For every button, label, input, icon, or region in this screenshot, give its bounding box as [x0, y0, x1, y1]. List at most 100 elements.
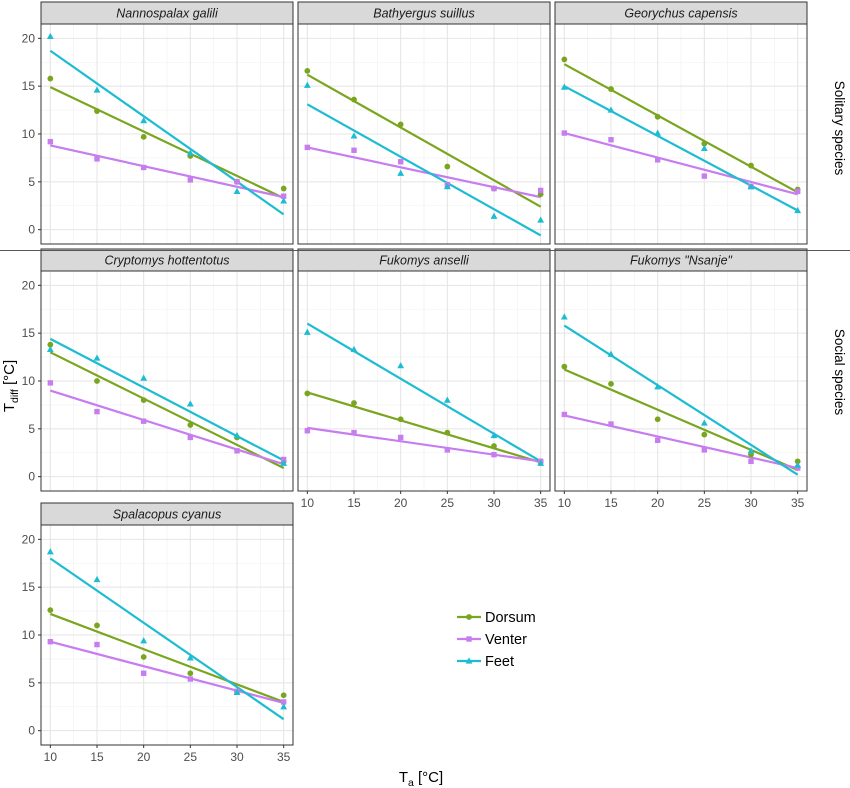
x-tick-label: 35: [277, 750, 291, 764]
fit-line-venter: [50, 389, 284, 466]
fit-line-dorsum: [307, 391, 541, 464]
point-feet: [303, 328, 311, 335]
point-venter: [140, 164, 147, 171]
point-venter: [561, 411, 568, 418]
fit-line-feet: [563, 85, 799, 212]
x-tick-label: 10: [558, 496, 572, 510]
point-feet: [140, 637, 148, 644]
y-axis-title: Tdiff [°C]: [1, 360, 21, 412]
panel-georychus-capensis: Georychus capensis: [554, 1, 808, 245]
legend: Dorsum Venter Feet: [457, 610, 536, 670]
fit-line-dorsum: [306, 73, 542, 208]
point-venter: [280, 193, 287, 199]
x-tick-label: 25: [698, 496, 712, 510]
point-feet: [443, 183, 451, 190]
panel-title: Nannospalax galili: [116, 7, 219, 21]
point-feet: [140, 374, 148, 381]
point-dorsum: [608, 380, 614, 387]
point-venter: [654, 437, 661, 444]
point-dorsum: [47, 607, 54, 614]
y-tick-label: 5: [28, 422, 35, 436]
point-feet: [186, 149, 194, 156]
fit-line-feet: [563, 324, 799, 476]
point-dorsum: [397, 416, 404, 423]
point-feet: [280, 197, 288, 204]
point-feet: [490, 212, 498, 219]
legend-label: Feet: [485, 654, 514, 670]
panel-border: [297, 23, 551, 245]
fit-line-dorsum: [563, 63, 799, 194]
point-dorsum: [94, 622, 100, 629]
point-feet: [560, 313, 568, 320]
panel-fukomys-anselli: Fukomys anselli 10 15 20 25 30 35: [297, 248, 551, 510]
panel-title: Georychus capensis: [624, 7, 737, 21]
y-tick-label: 15: [22, 580, 36, 594]
x-axis-title: Ta [°C]: [399, 769, 443, 788]
point-venter: [397, 434, 404, 441]
point-dorsum: [561, 363, 568, 370]
panel-title: Bathyergus suillus: [373, 7, 474, 21]
x-tick-label: 20: [651, 496, 665, 510]
point-feet: [397, 362, 405, 369]
point-dorsum: [140, 397, 147, 404]
legend-item-venter: Venter: [457, 632, 527, 648]
point-venter: [351, 429, 357, 436]
point-venter: [187, 434, 194, 441]
point-feet: [560, 83, 568, 90]
point-venter: [444, 447, 451, 453]
point-dorsum: [351, 96, 357, 103]
legend-item-feet: Feet: [457, 654, 514, 670]
point-venter: [140, 670, 147, 676]
x-tick-label: 30: [487, 496, 501, 510]
point-venter: [701, 173, 708, 179]
panel-border: [554, 23, 808, 245]
point-feet: [46, 32, 54, 40]
x-tick-label: 20: [137, 750, 151, 764]
x-tick-label: 35: [791, 496, 805, 510]
point-feet: [233, 431, 241, 439]
legend-item-dorsum: Dorsum: [457, 610, 536, 626]
fit-line-venter: [50, 144, 284, 199]
point-venter: [94, 156, 100, 162]
y-tick-label: 5: [28, 175, 35, 189]
panel-title: Spalacopus cyanus: [113, 508, 221, 522]
point-feet: [747, 183, 755, 190]
fit-line-venter: [564, 131, 798, 196]
point-venter: [561, 130, 568, 136]
point-venter: [537, 187, 544, 194]
point-feet: [93, 354, 101, 361]
point-dorsum: [280, 692, 287, 699]
point-dorsum: [491, 443, 497, 449]
point-dorsum: [304, 67, 311, 74]
point-feet: [747, 447, 755, 454]
point-feet: [397, 169, 405, 176]
point-feet: [140, 117, 148, 124]
x-tick-label: 15: [604, 496, 618, 510]
point-dorsum: [444, 429, 451, 436]
fit-line-dorsum: [49, 612, 285, 703]
point-venter: [491, 451, 497, 458]
point-venter: [304, 144, 311, 151]
point-venter: [397, 159, 404, 165]
point-feet: [46, 548, 54, 555]
point-dorsum: [280, 185, 287, 192]
point-venter: [234, 179, 240, 185]
fit-line-venter: [564, 414, 798, 470]
point-dorsum: [187, 422, 194, 428]
row-label-solitary: Solitary species: [832, 81, 847, 176]
point-feet: [93, 86, 101, 93]
point-venter: [748, 458, 754, 465]
point-dorsum: [444, 163, 451, 170]
point-dorsum: [47, 341, 54, 348]
point-feet: [186, 654, 194, 661]
y-tick-label: 0: [28, 223, 35, 237]
point-feet: [443, 396, 451, 403]
fit-line-venter: [307, 146, 541, 199]
point-feet: [93, 575, 101, 583]
point-dorsum: [187, 670, 194, 677]
point-venter: [94, 408, 100, 415]
point-venter: [47, 380, 54, 386]
point-feet: [700, 419, 708, 426]
panel-fukomys-nsanje: Fukomys "Nsanje" 10 15 20 25 30 35: [554, 248, 808, 510]
panels-layer: Nannospalax galili 0 5 10 15 20 Bathyergus sui…: [22, 1, 808, 764]
